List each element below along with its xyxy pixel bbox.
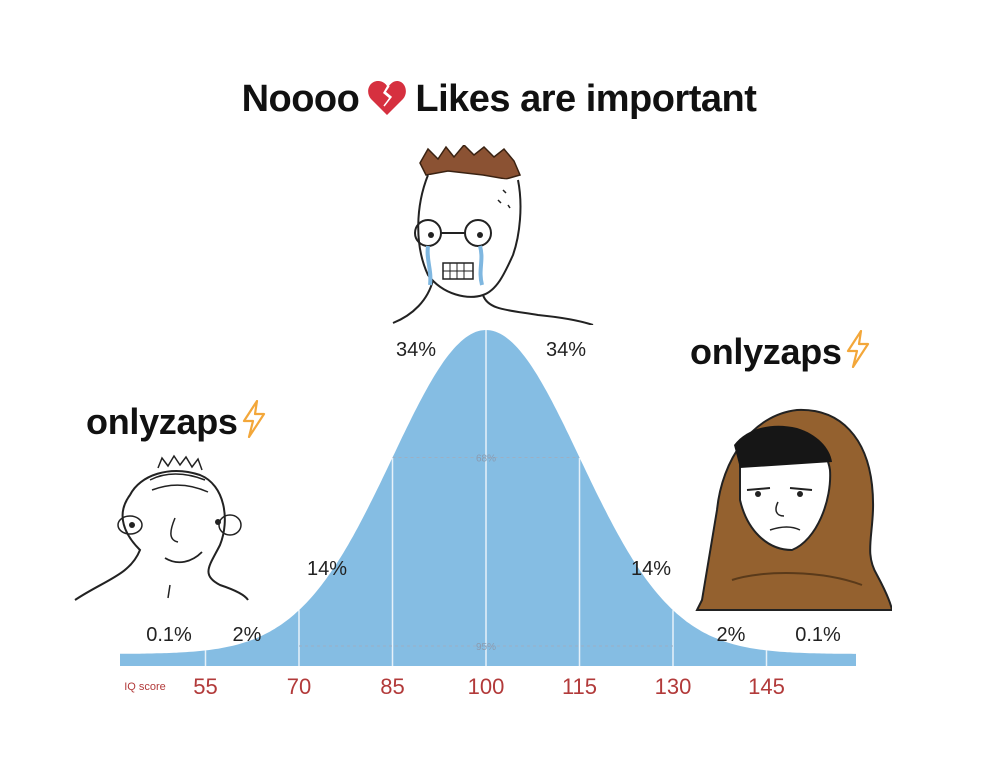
page-title: Noooo Likes are important [0,78,998,127]
band-label-68: 68% [476,453,496,464]
segment-percent-label: 2% [233,624,262,646]
x-tick-label: 55 [193,674,217,699]
curve-area [120,330,856,666]
left-label-text: onlyzaps [86,401,238,442]
x-tick-label: 100 [468,674,505,699]
right-label-text: onlyzaps [690,331,842,372]
title-right: Likes are important [415,78,757,120]
x-tick-label: 130 [655,674,692,699]
x-tick-label: 115 [562,674,597,699]
right-character-illustration [695,408,892,611]
title-left: Noooo [241,78,360,120]
segment-percent-label: 0.1% [146,624,192,646]
segment-percent-label: 34% [546,339,586,361]
left-label: onlyzaps [86,399,266,447]
broken-heart-icon [367,79,407,127]
lightning-bolt-icon [242,399,266,447]
lightning-bolt-icon [846,329,870,377]
x-tick-label: 145 [748,674,785,699]
segment-percent-label: 0.1% [795,624,841,646]
band-label-95: 95% [476,642,496,653]
center-character-illustration [392,145,594,325]
segment-percent-label: 2% [717,624,746,646]
right-label: onlyzaps [690,329,870,377]
x-axis-label: IQ score [124,681,166,693]
segment-percent-label: 34% [396,339,436,361]
left-character-illustration [74,454,249,601]
x-tick-label: 70 [287,674,311,699]
x-tick-label: 85 [380,674,404,699]
segment-percent-label: 14% [307,558,347,580]
segment-percent-label: 14% [631,558,671,580]
